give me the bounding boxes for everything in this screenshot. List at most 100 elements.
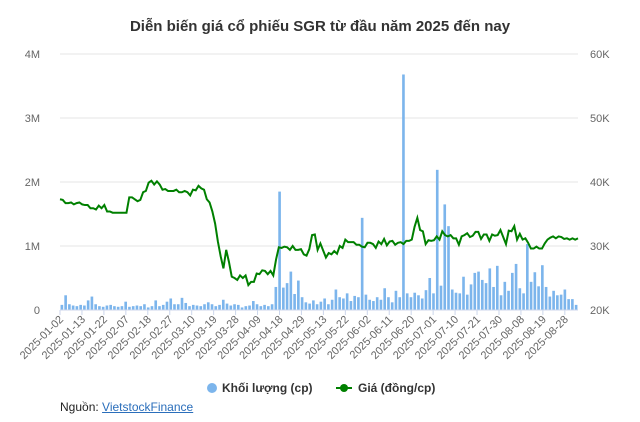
volume-bar[interactable] [413,292,417,310]
volume-bar[interactable] [203,304,206,310]
volume-bar[interactable] [180,297,184,310]
volume-bar[interactable] [71,305,75,310]
volume-bar[interactable] [375,297,379,310]
volume-bar[interactable] [304,302,308,310]
volume-bar[interactable] [319,301,323,310]
volume-bar[interactable] [229,305,233,310]
volume-bar[interactable] [195,305,199,310]
volume-bar[interactable] [105,305,109,310]
volume-bar[interactable] [315,304,319,310]
volume-bar[interactable] [402,74,405,310]
volume-bar[interactable] [334,289,338,310]
volume-bar[interactable] [131,306,135,310]
volume-bar[interactable] [188,306,191,310]
volume-bar[interactable] [394,290,398,310]
volume-bar[interactable] [529,281,533,310]
legend-item-volume[interactable]: Khối lượng (cp) [207,381,313,395]
volume-bar[interactable] [184,302,188,310]
volume-bar[interactable] [559,294,563,310]
volume-bar[interactable] [432,293,435,310]
volume-bar[interactable] [454,292,458,310]
volume-bar[interactable] [206,302,210,310]
volume-bar[interactable] [94,304,97,310]
volume-bar[interactable] [124,301,127,310]
volume-bar[interactable] [368,299,371,310]
volume-bar[interactable] [518,288,522,310]
volume-bar[interactable] [267,306,270,310]
volume-bar[interactable] [135,305,139,310]
volume-bar[interactable] [507,290,510,310]
volume-bar[interactable] [139,306,143,310]
volume-bar[interactable] [285,283,289,310]
volume-bar[interactable] [349,301,353,310]
volume-bar[interactable] [458,293,462,310]
volume-bar[interactable] [236,304,240,310]
volume-bar[interactable] [338,297,341,310]
volume-bar[interactable] [552,290,555,310]
volume-bar[interactable] [101,306,105,310]
volume-bar[interactable] [150,306,154,310]
volume-bar[interactable] [225,303,229,310]
volume-bar[interactable] [465,294,469,310]
volume-bar[interactable] [488,268,492,310]
volume-bar[interactable] [259,306,263,310]
volume-bar[interactable] [120,306,124,310]
volume-bar[interactable] [447,226,450,310]
volume-bar[interactable] [173,304,176,310]
volume-bar[interactable] [567,299,570,310]
volume-bar[interactable] [398,297,402,310]
volume-bar[interactable] [233,304,236,310]
volume-bar[interactable] [68,304,71,310]
volume-bar[interactable] [499,295,503,310]
volume-bar[interactable] [161,304,165,310]
volume-bar[interactable] [86,300,90,310]
volume-bar[interactable] [289,271,293,310]
volume-bar[interactable] [424,290,428,310]
volume-bar[interactable] [218,304,221,310]
volume-bar[interactable] [462,276,465,310]
volume-bar[interactable] [409,297,413,310]
volume-bar[interactable] [571,299,574,310]
volume-bar[interactable] [293,294,296,310]
volume-bar[interactable] [263,304,266,310]
volume-bar[interactable] [417,295,420,310]
volume-bar[interactable] [372,301,375,310]
volume-bar[interactable] [387,297,390,310]
volume-bar[interactable] [240,307,244,310]
volume-bar[interactable] [274,286,278,310]
volume-bar[interactable] [492,286,495,310]
volume-bar[interactable] [537,286,540,310]
volume-bar[interactable] [450,289,454,310]
volume-bar[interactable] [511,272,514,310]
volume-bar[interactable] [323,298,326,310]
volume-bar[interactable] [357,297,360,310]
legend-item-price[interactable]: Giá (đồng/cp) [336,381,435,395]
volume-bar[interactable] [158,306,161,310]
volume-bar[interactable] [383,288,386,310]
volume-bar[interactable] [390,302,394,310]
volume-bar[interactable] [533,272,537,310]
volume-bar[interactable] [327,304,330,310]
volume-bar[interactable] [255,304,259,310]
volume-bar[interactable] [439,285,443,310]
volume-bar[interactable] [405,293,409,310]
volume-bar[interactable] [428,278,432,310]
volume-bar[interactable] [443,204,447,310]
volume-bar[interactable] [353,295,356,310]
volume-bar[interactable] [563,289,567,310]
volume-bar[interactable] [169,298,173,310]
volume-bar[interactable] [360,217,364,310]
volume-bar[interactable] [165,301,169,310]
volume-bar[interactable] [221,299,225,310]
volume-bar[interactable] [90,296,94,310]
volume-bar[interactable] [544,286,548,310]
volume-bar[interactable] [514,263,518,310]
volume-bar[interactable] [548,296,552,310]
volume-bar[interactable] [248,305,251,310]
volume-bar[interactable] [83,305,86,310]
volume-bar[interactable] [113,306,116,310]
volume-bar[interactable] [214,306,218,310]
volume-bar[interactable] [278,191,281,310]
volume-bar[interactable] [297,280,300,310]
volume-bar[interactable] [79,304,82,310]
